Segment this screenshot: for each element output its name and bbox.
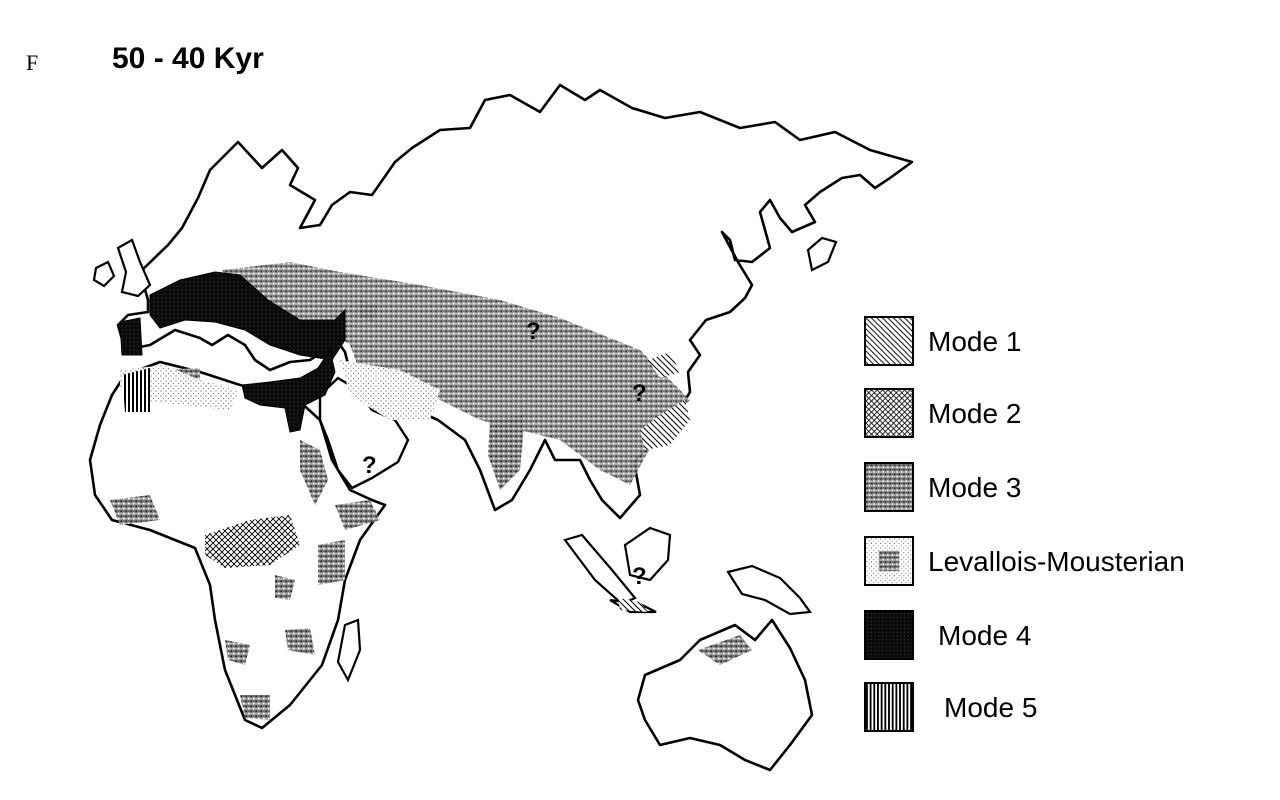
map-title: 50 - 40 Kyr: [112, 42, 264, 75]
uncertain-marker-central-asia: ?: [526, 318, 541, 345]
legend-label-mode2: Mode 2: [928, 398, 1022, 429]
legend-item-mode3: Mode 3: [864, 462, 1264, 514]
newguinea-landmass: [726, 564, 812, 616]
mode3-swatch-icon: [864, 462, 914, 512]
madagascar-landmass: [336, 618, 362, 683]
legend-item-mode2: Mode 2: [864, 388, 1264, 440]
legend-item-mode1: Mode 1: [864, 316, 1264, 368]
levallois-swatch-icon: [864, 536, 914, 586]
britain-landmass: [116, 238, 152, 298]
mode5-zone: [122, 368, 150, 412]
uncertain-marker-china: ?: [632, 380, 647, 407]
legend-label-mode5: Mode 5: [944, 692, 1038, 723]
japan-landmass: [806, 236, 838, 272]
ireland-landmass: [92, 260, 116, 288]
legend-label-mode4: Mode 4: [938, 620, 1032, 651]
legend-label-mode1: Mode 1: [928, 326, 1022, 357]
legend-label-mode3: Mode 3: [928, 472, 1022, 503]
eurasia-landmass: [116, 83, 914, 520]
mode5-swatch-icon: [864, 682, 914, 732]
legend-item-mode4: Mode 4: [864, 610, 1264, 662]
uncertain-marker-arabia: ?: [362, 452, 377, 479]
legend-label-levallois: Levallois-Mousterian: [928, 546, 1185, 577]
panel-letter: F: [26, 50, 39, 75]
mode2-zone: [205, 515, 300, 568]
borneo-landmass: [623, 526, 672, 582]
mode1-zones: [618, 352, 690, 612]
mode4-zones: [119, 271, 346, 433]
uncertain-marker-java: ?: [632, 563, 647, 590]
mode2-swatch-icon: [864, 388, 914, 438]
legend-item-mode5: Mode 5: [864, 682, 1264, 734]
australia-landmass: [636, 618, 814, 772]
sumatra-landmass: [563, 533, 637, 606]
legend-item-levallois: Levallois-Mousterian: [864, 536, 1264, 588]
mode4-swatch-icon: [864, 610, 914, 660]
mode1-swatch-icon: [864, 316, 914, 366]
